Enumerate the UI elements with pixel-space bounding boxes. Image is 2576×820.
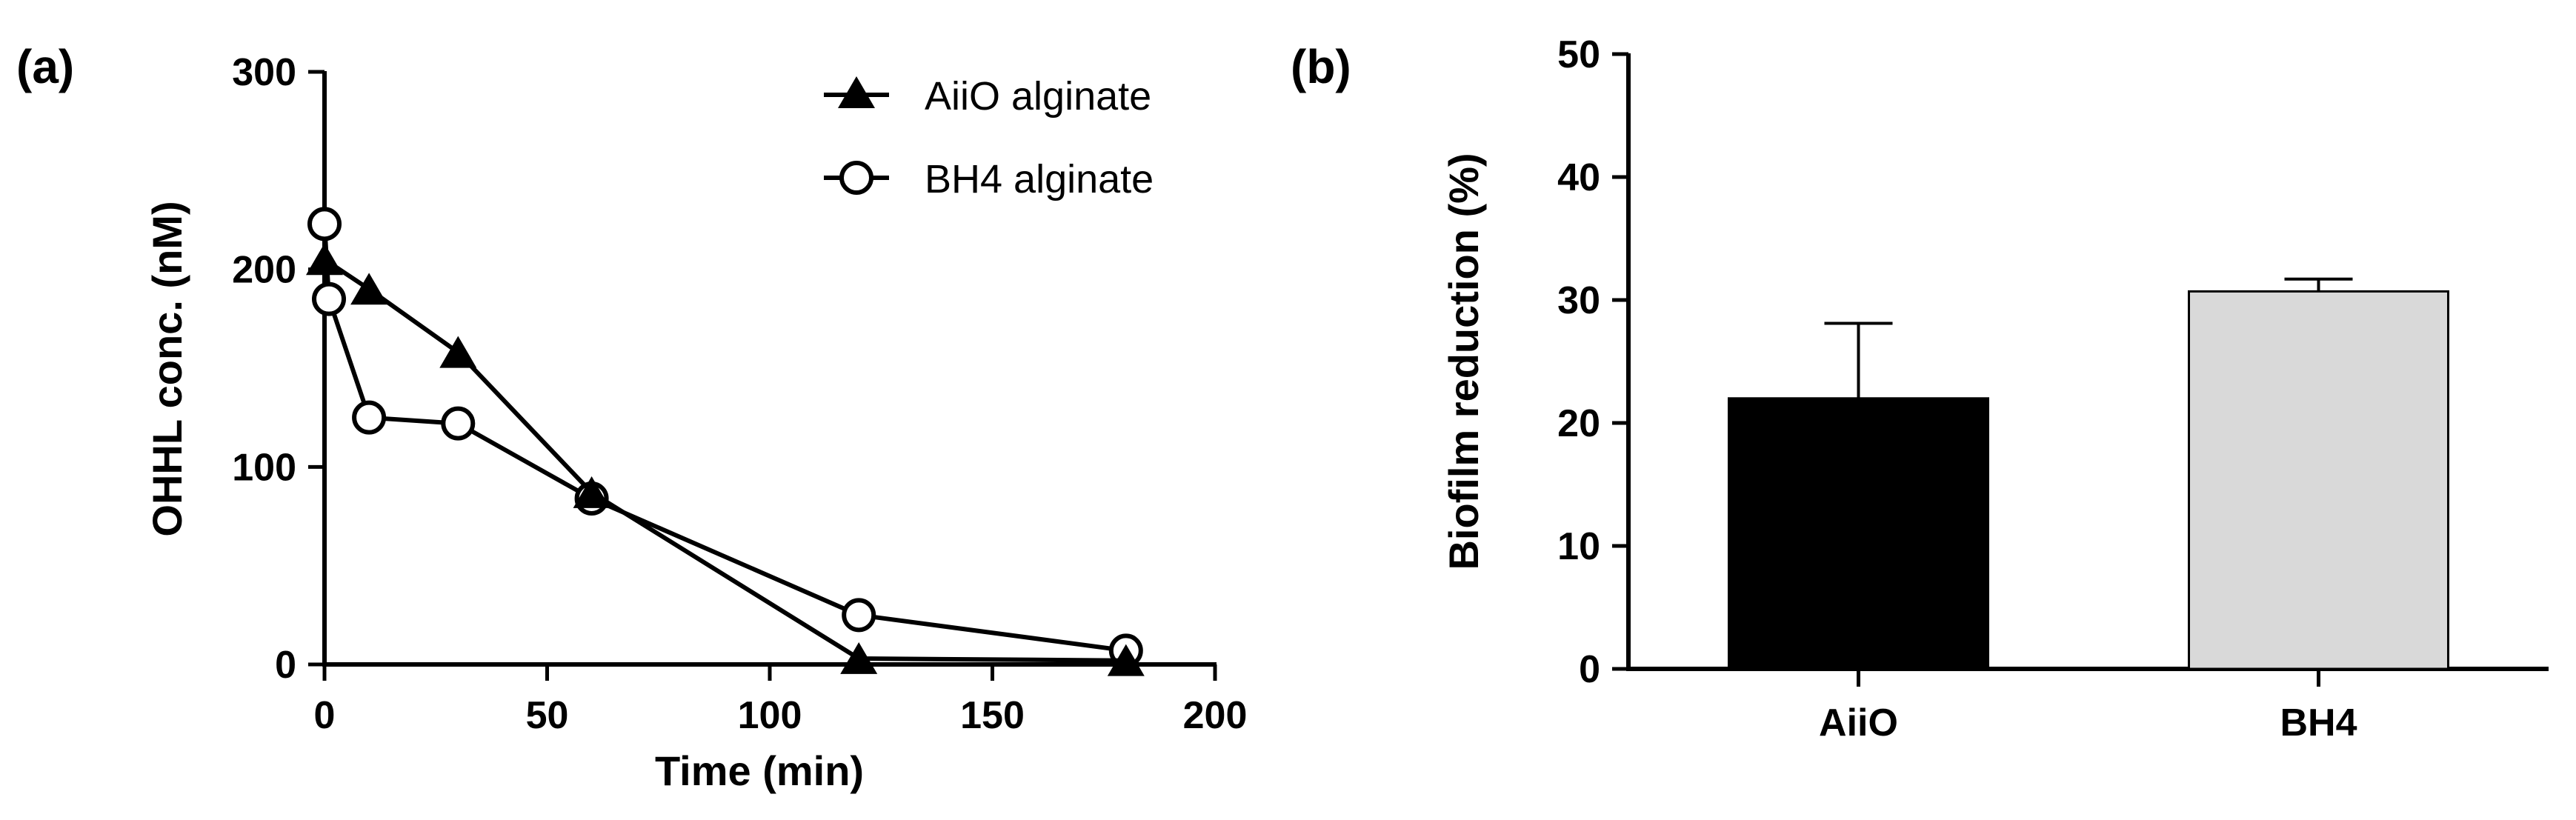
y-tick-label: 200 [232, 249, 296, 292]
series-group [306, 207, 1145, 676]
data-point-circle [842, 598, 876, 633]
bar-chart-panel: (b) 0 10 20 30 40 50 Biofilm reduction (%) Ai… [1291, 33, 2549, 744]
line-chart-panel: (a) 0 100 200 300 0 50 100 150 200 OHHL conc. (… [16, 40, 1247, 794]
category-label-aiio: AiiO [1819, 701, 1898, 744]
legend: AiiO alginate BH4 alginate [824, 74, 1154, 201]
y-tick-label-b: 0 [1579, 648, 1600, 691]
y-tick-label-b: 20 [1557, 402, 1600, 445]
data-point-circle [352, 400, 387, 435]
x-axis-ticks: 0 50 100 150 200 [314, 664, 1248, 737]
data-point-triangle [439, 336, 477, 368]
panel-label-a: (a) [16, 40, 74, 93]
y-tick-label: 300 [232, 51, 296, 94]
bar-group-bh4: BH4 [2188, 277, 2449, 744]
legend-marker-triangle [838, 76, 875, 108]
x-tick-label: 150 [960, 694, 1025, 737]
y-tick-label-b: 40 [1557, 156, 1600, 199]
y-axis-title: OHHL conc. (nM) [144, 201, 190, 536]
category-label-bh4: BH4 [2280, 701, 2357, 744]
data-point-triangle [840, 642, 878, 674]
legend-marker-circle [839, 161, 873, 195]
y-tick-label: 0 [275, 644, 296, 687]
data-point-circle [312, 281, 347, 316]
data-point-triangle [1107, 644, 1145, 676]
data-point-circle [441, 406, 476, 441]
legend-item-bh4: BH4 alginate [824, 157, 1154, 201]
bar-aiio [1728, 397, 1989, 670]
x-tick-label: 50 [526, 694, 569, 737]
y-tick-label-b: 50 [1557, 33, 1600, 76]
y-tick-label-b: 30 [1557, 279, 1600, 322]
series-bh4 [307, 207, 1143, 668]
bar-bh4 [2188, 290, 2449, 670]
x-tick-label: 200 [1183, 694, 1248, 737]
data-point-triangle [306, 243, 343, 276]
data-point-triangle [350, 273, 388, 305]
data-point-triangle [573, 476, 610, 508]
x-tick-label: 0 [314, 694, 336, 737]
series-aiio [306, 243, 1145, 676]
x-tick-label: 100 [738, 694, 802, 737]
legend-item-aiio: AiiO alginate [824, 74, 1151, 119]
legend-label-aiio: AiiO alginate [925, 74, 1151, 119]
y-axis-ticks-b: 0 10 20 30 40 50 [1557, 33, 1628, 691]
legend-label-bh4: BH4 alginate [925, 157, 1154, 201]
y-axis-ticks: 0 100 200 300 [232, 51, 325, 687]
x-axis-title: Time (min) [655, 747, 864, 794]
y-tick-label-b: 10 [1557, 525, 1600, 568]
data-point-circle [307, 207, 342, 241]
y-tick-label: 100 [232, 446, 296, 489]
bar-group-aiio: AiiO [1728, 321, 1989, 744]
y-axis-title-b: Biofilm reduction (%) [1440, 153, 1487, 570]
bars-group: AiiO BH4 [1728, 277, 2449, 744]
panel-label-b: (b) [1291, 40, 1351, 93]
series-line-bh4 [322, 224, 1127, 653]
series-line-aiio [323, 257, 1126, 663]
